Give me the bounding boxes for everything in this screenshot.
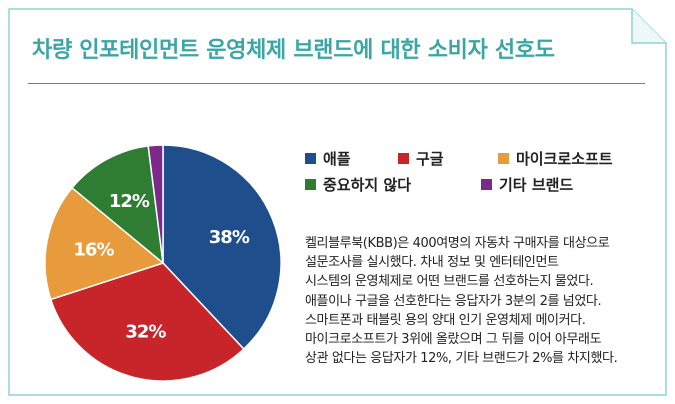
legend-item-not-important: 중요하지 않다 xyxy=(305,174,411,195)
legend-label-apple: 애플 xyxy=(323,150,351,168)
legend-swatch-other xyxy=(481,179,492,190)
legend-swatch-not-important xyxy=(305,179,316,190)
description-text: 켈리블루북(KBB)은 400여명의 자동차 구매자를 대상으로 설문조사를 실… xyxy=(305,234,650,368)
slice-label-google: 32% xyxy=(125,322,166,343)
legend-label-google: 구글 xyxy=(416,150,444,168)
slice-label-not-important: 12% xyxy=(109,191,150,212)
pie-slice-apple xyxy=(162,144,282,351)
title-divider xyxy=(28,83,645,84)
description-line: 시스템의 운영체제로 어떤 브랜드를 선호하는지 물었다. xyxy=(305,274,594,290)
legend-label-other: 기타 브랜드 xyxy=(499,176,574,194)
description-line: 스마트폰과 태블릿 용의 양대 인기 운영체제 메이커다. xyxy=(305,312,586,328)
infographic-card: 차량 인포테인먼트 운영체제 브랜드에 대한 소비자 선호도 38% 32% 16%… xyxy=(8,8,667,396)
legend-item-google: 구글 xyxy=(398,148,444,169)
description-line: 마이크로소프트가 3위에 올랐으며 그 뒤를 이어 아무래도 xyxy=(305,332,602,348)
pie-slice-not-important xyxy=(71,145,164,265)
legend-item-microsoft: 마이크로소프트 xyxy=(498,148,613,169)
legend-item-apple: 애플 xyxy=(305,148,351,169)
description-line: 상관 없다는 응답자가 12%, 기타 브랜드가 2%를 차지했다. xyxy=(305,351,618,367)
description-line: 켈리블루북(KBB)은 400여명의 자동차 구매자를 대상으로 xyxy=(305,236,610,251)
slice-label-apple: 38% xyxy=(209,227,250,248)
legend-swatch-google xyxy=(398,153,409,164)
legend-swatch-apple xyxy=(305,153,316,164)
pie-chart: 38% 32% 16% 12% xyxy=(44,144,282,382)
legend-label-not-important: 중요하지 않다 xyxy=(323,176,412,194)
description-line: 설문조사를 실시했다. 차내 정보 및 엔터테인먼트 xyxy=(305,255,559,271)
legend-label-microsoft: 마이크로소프트 xyxy=(516,150,613,168)
description-line: 애플이나 구글을 선호한다는 응답자가 3분의 2를 넘었다. xyxy=(305,293,602,309)
page-title: 차량 인포테인먼트 운영체제 브랜드에 대한 소비자 선호도 xyxy=(32,38,555,63)
pie-slice-microsoft xyxy=(44,186,165,301)
legend-item-other: 기타 브랜드 xyxy=(481,174,573,195)
pie-slice-google xyxy=(49,262,245,382)
pie-slice-other xyxy=(147,144,164,264)
slice-label-microsoft: 16% xyxy=(73,240,114,261)
legend-swatch-microsoft xyxy=(498,153,509,164)
